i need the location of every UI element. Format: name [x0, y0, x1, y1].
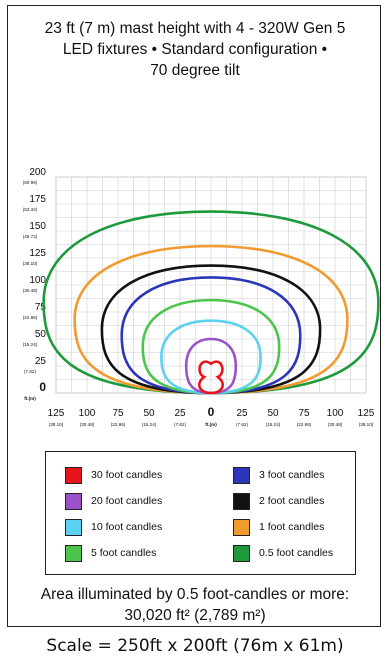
y-tick-sublabel: (22.86) — [23, 315, 38, 320]
contour-5-foot-candles — [141, 298, 281, 395]
x-tick-label: 125 — [358, 408, 375, 419]
legend-item: 10 foot candles — [65, 518, 162, 536]
legend-item: 0.5 foot candles — [233, 544, 333, 562]
x-tick-sublabel: (30.48) — [328, 422, 343, 427]
y-tick-label: 150 — [29, 221, 46, 232]
y-tick-label: 125 — [29, 248, 46, 259]
x-tick-label: 0 — [208, 405, 215, 419]
area-line-1: Area illuminated by 0.5 foot-candles or … — [40, 586, 350, 603]
contour-10-foot-candles — [160, 319, 262, 395]
x-tick-sublabel: (22.86) — [297, 422, 312, 427]
legend-item: 30 foot candles — [65, 466, 162, 484]
area-illuminated: Area illuminated by 0.5 foot-candles or … — [8, 584, 382, 626]
legend-swatch — [65, 466, 82, 484]
legend-swatch — [65, 518, 82, 536]
x-tick-sublabel: (15.24) — [142, 422, 157, 427]
legend-label: 20 foot candles — [91, 495, 163, 507]
legend-label: 30 foot candles — [91, 469, 163, 481]
contour-20-foot-candles — [184, 337, 238, 395]
legend-label: 5 foot candles — [91, 547, 157, 559]
legend-label: 0.5 foot candles — [259, 547, 334, 559]
legend-swatch — [65, 544, 82, 562]
y-tick-label: 75 — [35, 302, 47, 313]
x-tick-label: 75 — [298, 408, 310, 419]
legend-swatch — [233, 466, 250, 484]
legend-item: 20 foot candles — [65, 492, 162, 510]
y-tick-sublabel: (45.72) — [23, 234, 38, 239]
x-tick-sublabel: (30.48) — [80, 422, 95, 427]
photometric-plot: 200 (60.96) 175 (53.34) 150 (45.72) 125 (38.10)… — [23, 167, 380, 427]
legend-item: 5 foot candles — [65, 544, 156, 562]
legend-swatch — [233, 518, 250, 536]
y-tick-label: 200 — [29, 167, 46, 178]
x-tick-label: 25 — [236, 408, 248, 419]
x-tick-label: 125 — [48, 408, 65, 419]
x-tick-sublabel: (15.24) — [266, 422, 281, 427]
y-tick-sublabel: (7.62) — [24, 369, 36, 374]
legend-label: 3 foot candles — [259, 469, 325, 481]
legend-swatch — [233, 492, 250, 510]
y-tick-sublabel: (15.24) — [23, 342, 38, 347]
contour-3-foot-candles — [120, 276, 302, 395]
legend-swatch — [233, 544, 250, 562]
legend-item: 1 foot candles — [233, 518, 324, 536]
legend: 30 foot candles 3 foot candles 20 foot can… — [45, 451, 356, 575]
diagram-frame: 23 ft (7 m) mast height with 4 - 320W Ge… — [7, 5, 381, 627]
x-tick-sublabel: (38.10) — [49, 422, 64, 427]
x-tick-label: 50 — [143, 408, 155, 419]
diagram-title: 23 ft (7 m) mast height with 4 - 320W Ge… — [8, 18, 382, 81]
x-tick-label: 75 — [112, 408, 124, 419]
x-tick-sublabel: (7.62) — [236, 422, 248, 427]
y-tick-sublabel: (60.96) — [23, 180, 38, 185]
legend-label: 2 foot candles — [259, 495, 325, 507]
x-tick-sublabel: (22.86) — [111, 422, 126, 427]
y-tick-label: 100 — [29, 275, 46, 286]
title-line-2: LED fixtures • Standard configuration • — [62, 41, 328, 58]
x-tick-label: 100 — [79, 408, 96, 419]
area-line-2: 30,020 ft² (2,789 m²) — [124, 607, 266, 624]
y-tick-label: 50 — [35, 329, 47, 340]
y-tick-sublabel: (38.10) — [23, 261, 38, 266]
title-line-1: 23 ft (7 m) mast height with 4 - 320W Ge… — [44, 20, 346, 37]
x-tick-label: 100 — [327, 408, 344, 419]
contour-0-5-foot-candles — [42, 210, 380, 395]
y-tick-sublabel: ft.(m) — [24, 396, 36, 401]
contour-2-foot-candles — [100, 264, 322, 395]
y-tick-label: 25 — [35, 356, 47, 367]
legend-item: 2 foot candles — [233, 492, 324, 510]
legend-swatch — [65, 492, 82, 510]
x-tick-sublabel: ft.(m) — [205, 422, 217, 427]
legend-item: 3 foot candles — [233, 466, 324, 484]
x-tick-label: 50 — [267, 408, 279, 419]
x-tick-sublabel: (7.62) — [174, 422, 186, 427]
y-tick-sublabel: (30.48) — [23, 288, 38, 293]
contour-1-foot-candles — [73, 244, 349, 395]
x-tick-label: 25 — [174, 408, 186, 419]
title-line-3: 70 degree tilt — [150, 62, 240, 79]
x-tick-sublabel: (38.10) — [359, 422, 374, 427]
legend-label: 1 foot candles — [259, 521, 325, 533]
scale-caption: Scale = 250ft x 200ft (76m x 61m) — [46, 636, 344, 656]
y-tick-sublabel: (53.34) — [23, 207, 38, 212]
y-tick-label: 175 — [29, 194, 46, 205]
y-tick-label: 0 — [39, 380, 46, 394]
contour-30-foot-candles — [198, 360, 224, 395]
legend-label: 10 foot candles — [91, 521, 163, 533]
